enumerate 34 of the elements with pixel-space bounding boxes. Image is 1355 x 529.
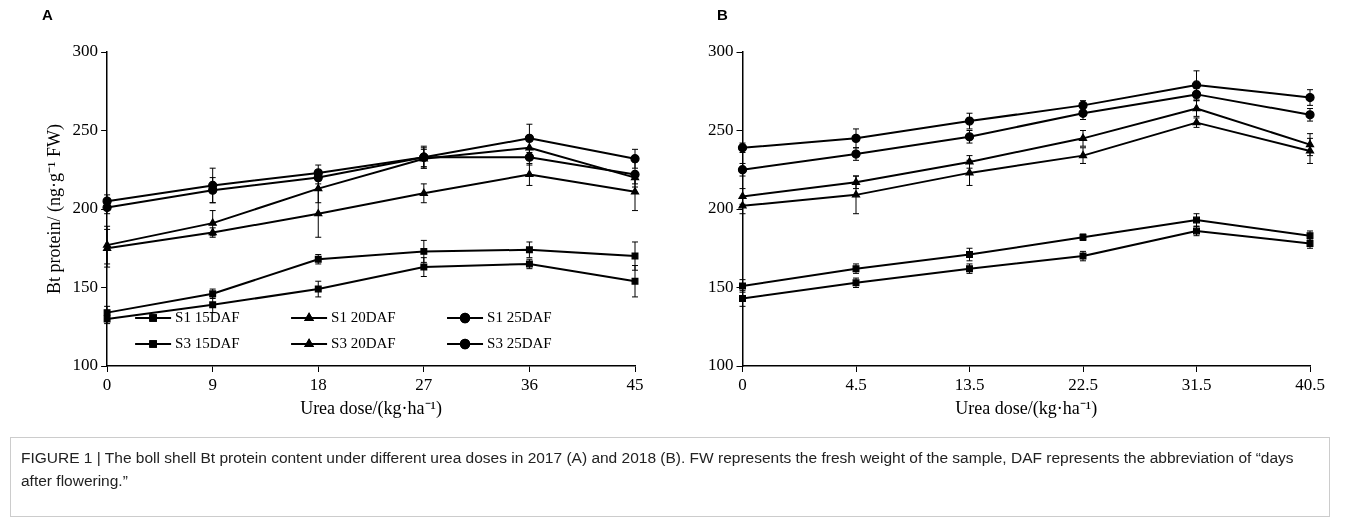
legend-label: S1 20DAF <box>331 308 396 325</box>
x-tick-label: 22.5 <box>1068 374 1098 394</box>
y-axis-title: Bt protein/ (ng·g⁻¹ FW) <box>43 124 65 294</box>
y-tick-label: 150 <box>72 276 99 296</box>
caption: FIGURE 1 | The boll shell Bt protein content under different urea doses in 2017 (A) and 2018 (B). FW represents the fresh weight of the sample, DAF represents the abbreviation of “days after flowering.” <box>10 437 1330 517</box>
chart-title: B <box>717 6 728 23</box>
y-tick-label: 250 <box>72 119 99 139</box>
x-tick-label: 0 <box>738 374 747 394</box>
y-tick-label: 100 <box>72 355 99 375</box>
legend-label: S3 15DAF <box>175 334 240 351</box>
y-tick-label: 200 <box>72 198 99 218</box>
x-tick-label: 40.5 <box>1295 374 1325 394</box>
x-tick-label: 18 <box>309 374 327 394</box>
y-tick-label: 300 <box>708 41 734 61</box>
x-tick-label: 9 <box>208 374 217 394</box>
x-tick-label: 36 <box>520 374 538 394</box>
legend-label: S1 15DAF <box>175 308 240 325</box>
y-tick-label: 250 <box>708 119 734 139</box>
legend-label: S3 20DAF <box>331 334 396 351</box>
y-tick-label: 200 <box>708 198 734 218</box>
x-axis-title: Urea dose/(kg·ha⁻¹) <box>955 397 1098 419</box>
x-tick-label: 0 <box>102 374 112 394</box>
x-tick-label: 13.5 <box>954 374 985 394</box>
legend-label: S3 25DAF <box>487 334 552 351</box>
x-tick-label: 31.5 <box>1181 374 1212 394</box>
y-tick-label: 100 <box>708 355 734 375</box>
x-tick-label: 45 <box>626 374 644 394</box>
x-tick-label: 4.5 <box>845 374 867 394</box>
x-axis-title: Urea dose/(kg·ha⁻¹) <box>300 397 442 419</box>
legend-label: S1 25DAF <box>487 308 552 325</box>
y-tick-label: 300 <box>72 41 99 61</box>
x-tick-label: 27 <box>415 374 433 394</box>
y-tick-label: 150 <box>708 276 734 296</box>
chart-title: A <box>42 6 53 23</box>
